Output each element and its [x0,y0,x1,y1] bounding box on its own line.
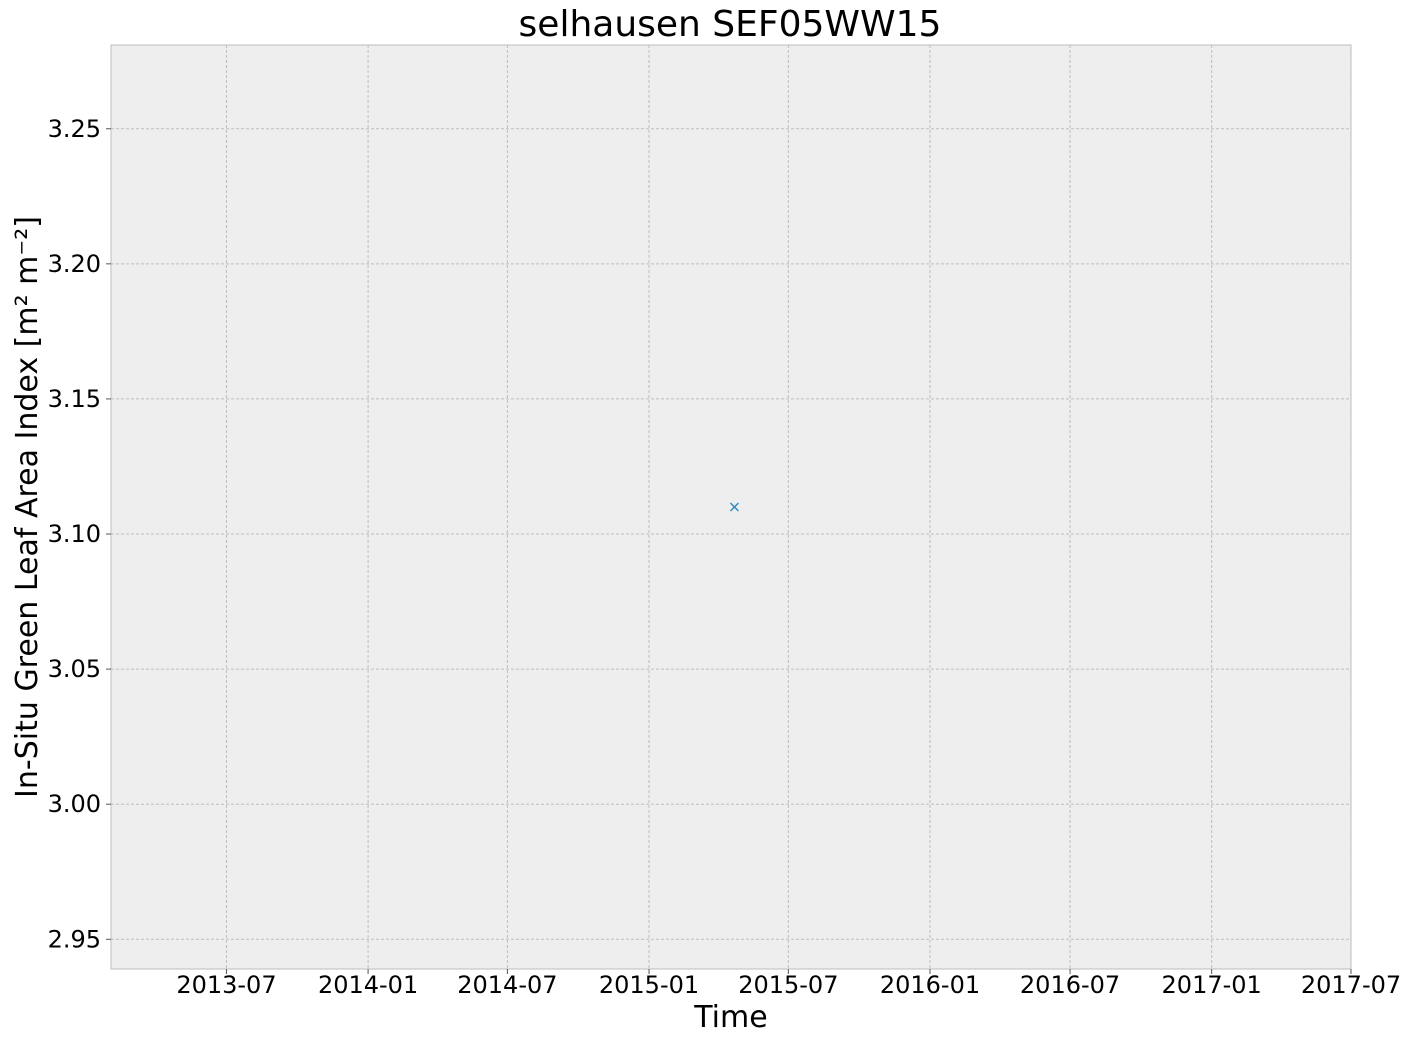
x-tick-label: 2014-01 [318,971,418,999]
x-tick-label: 2014-07 [457,971,557,999]
x-tick-label: 2016-07 [1020,971,1120,999]
grid-layer [111,45,1352,969]
y-tick-label: 3.25 [48,115,101,143]
x-axis: 2013-07 2014-01 2014-07 2015-01 2015-07 2016-… [176,969,1401,999]
y-axis-label: In-Situ Green Leaf Area Index [m² m⁻²] [10,216,45,798]
x-tick-label: 2015-01 [599,971,699,999]
y-tick-label: 2.95 [48,925,101,953]
data-point-stroke [729,502,739,512]
x-tick-label: 2017-07 [1301,971,1401,999]
y-tick-label: 3.00 [48,790,101,818]
plot-area [110,44,1352,970]
x-tick-label: 2015-07 [738,971,838,999]
data-markers [729,502,739,512]
y-tick-label: 3.05 [48,655,101,683]
x-tick-label: 2013-07 [176,971,276,999]
y-tick-label: 3.10 [48,520,101,548]
x-tick-label: 2017-01 [1162,971,1262,999]
y-axis: 2.95 3.00 3.05 3.10 3.15 3.20 3.25 [48,115,111,953]
data-point [729,502,739,512]
y-tick-label: 3.20 [48,250,101,278]
x-tick-label: 2016-01 [880,971,980,999]
y-tick-label: 3.15 [48,385,101,413]
x-axis-label: Time [693,1000,767,1035]
chart-title: selhausen SEF05WW15 [519,4,942,45]
